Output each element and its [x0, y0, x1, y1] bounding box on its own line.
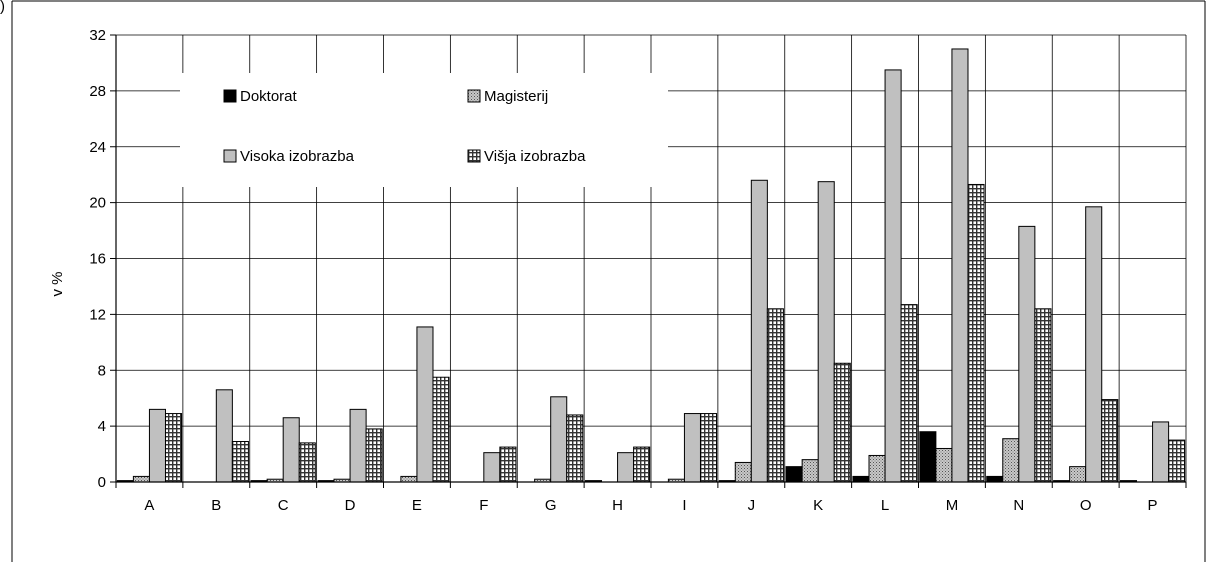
- bar-L-vi-ja-izobrazba: [900, 304, 918, 483]
- bar-M-magisterij: [935, 447, 953, 483]
- legend-swatch-vi-ja-izobrazba: [467, 149, 481, 163]
- bar-L-visoka-izobrazba: [884, 69, 902, 483]
- bar-L-magisterij: [868, 454, 886, 483]
- bar-K-visoka-izobrazba: [817, 181, 835, 483]
- bar-J-visoka-izobrazba: [750, 179, 768, 483]
- legend-box: [180, 73, 668, 187]
- x-tick-label: G: [545, 497, 557, 514]
- bar-N-visoka-izobrazba: [1018, 225, 1036, 483]
- bar-H-visoka-izobrazba: [617, 452, 635, 483]
- x-tick-label: C: [278, 497, 289, 514]
- legend-swatch-doktorat: [223, 89, 237, 103]
- bar-N-doktorat: [986, 475, 1004, 483]
- bar-M-doktorat: [919, 431, 937, 483]
- bar-K-vi-ja-izobrazba: [833, 362, 851, 483]
- x-tick-label: O: [1080, 497, 1092, 514]
- bar-G-visoka-izobrazba: [550, 396, 568, 483]
- bar-B-visoka-izobrazba: [215, 389, 233, 483]
- bar-E-visoka-izobrazba: [416, 326, 434, 483]
- bar-P-visoka-izobrazba: [1152, 421, 1170, 483]
- x-tick-label: A: [144, 497, 154, 514]
- bar-A-vi-ja-izobrazba: [164, 413, 183, 483]
- bar-C-vi-ja-izobrazba: [298, 442, 316, 483]
- y-tick-label: 8: [98, 362, 106, 379]
- x-tick-label: D: [345, 497, 356, 514]
- bar-J-magisterij: [734, 461, 752, 483]
- x-tick-label: M: [946, 497, 959, 514]
- bar-E-vi-ja-izobrazba: [432, 376, 450, 483]
- y-tick-label: 32: [89, 27, 106, 44]
- bar-N-magisterij: [1002, 438, 1020, 483]
- legend-swatch-visoka-izobrazba: [223, 149, 237, 163]
- x-tick-label: H: [612, 497, 623, 514]
- x-tick-label: J: [748, 497, 756, 514]
- bar-I-visoka-izobrazba: [683, 413, 701, 483]
- legend-label-visoka-izobrazba: Visoka izobrazba: [240, 148, 355, 165]
- bar-O-magisterij: [1069, 466, 1087, 483]
- bar-K-doktorat: [785, 466, 803, 483]
- x-tick-label: L: [881, 497, 889, 514]
- chart-outer-border: [11, 0, 1206, 562]
- axes: [110, 34, 1187, 488]
- y-tick-label: 24: [89, 139, 106, 156]
- bar-L-doktorat: [852, 475, 870, 483]
- bar-O-visoka-izobrazba: [1085, 206, 1103, 483]
- bar-E-magisterij: [400, 475, 418, 483]
- bar-N-vi-ja-izobrazba: [1034, 308, 1052, 483]
- x-tick-label: F: [479, 497, 488, 514]
- legend-label-magisterij: Magisterij: [484, 88, 548, 105]
- x-tick-label: K: [813, 497, 823, 514]
- bar-P-vi-ja-izobrazba: [1168, 439, 1186, 483]
- y-tick-label: 20: [89, 195, 106, 212]
- y-tick-label: 12: [89, 306, 106, 323]
- x-tick-label: E: [412, 497, 422, 514]
- bar-D-visoka-izobrazba: [349, 408, 367, 483]
- bar-C-visoka-izobrazba: [282, 417, 300, 483]
- bar-M-vi-ja-izobrazba: [967, 183, 985, 483]
- x-tick-label: P: [1148, 497, 1158, 514]
- bar-F-vi-ja-izobrazba: [499, 446, 517, 483]
- bar-M-visoka-izobrazba: [951, 48, 969, 483]
- y-tick-label: 16: [89, 251, 106, 268]
- corner-label: ): [0, 0, 5, 15]
- bar-K-magisterij: [801, 459, 819, 483]
- y-tick-label: 28: [89, 83, 106, 100]
- bar-D-vi-ja-izobrazba: [365, 428, 383, 483]
- y-tick-label: 0: [98, 474, 106, 491]
- bar-B-vi-ja-izobrazba: [231, 440, 249, 483]
- y-tick-label: 4: [98, 418, 106, 435]
- bar-O-vi-ja-izobrazba: [1101, 399, 1119, 483]
- legend-label-doktorat: Doktorat: [240, 88, 298, 105]
- bar-A-magisterij: [132, 475, 150, 483]
- bar-I-vi-ja-izobrazba: [699, 413, 718, 483]
- x-tick-label: B: [211, 497, 221, 514]
- bar-G-vi-ja-izobrazba: [566, 414, 584, 483]
- x-tick-label: I: [682, 497, 686, 514]
- y-axis-label: v %: [49, 271, 66, 296]
- legend-label-vi-ja-izobrazba: Višja izobrazba: [484, 148, 586, 165]
- y-tick-labels: 0 4 8 12 16 20 24 28 32: [89, 27, 106, 491]
- legend: Doktorat Magisterij Visoka izobrazba Višja …: [180, 73, 668, 187]
- bar-J-vi-ja-izobrazba: [766, 308, 784, 483]
- bar-F-visoka-izobrazba: [483, 452, 501, 483]
- legend-swatch-magisterij: [467, 89, 481, 103]
- x-tick-labels: A B C D E F G H I J K L M N O P: [144, 497, 1157, 514]
- bar-A-visoka-izobrazba: [148, 408, 166, 483]
- bar-H-vi-ja-izobrazba: [633, 446, 651, 483]
- x-tick-label: N: [1013, 497, 1024, 514]
